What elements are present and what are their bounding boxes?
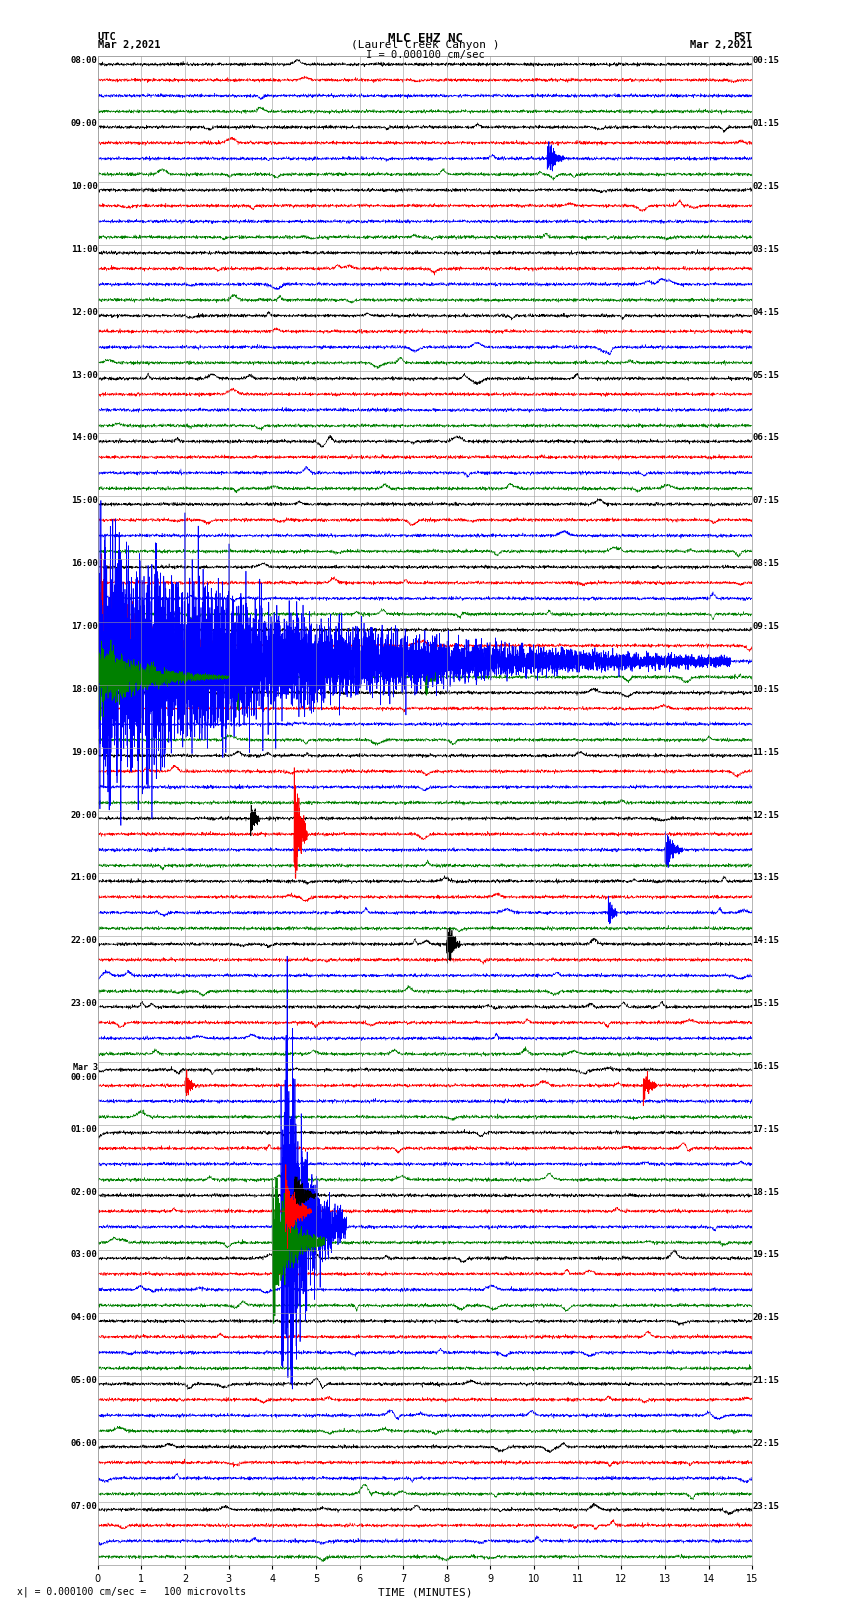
Text: 14:15: 14:15 [752,936,779,945]
Text: 12:00: 12:00 [71,308,98,316]
Text: 04:00: 04:00 [71,1313,98,1323]
Text: 09:00: 09:00 [71,119,98,129]
Text: 22:00: 22:00 [71,936,98,945]
Text: 07:15: 07:15 [752,497,779,505]
Text: 14:00: 14:00 [71,434,98,442]
Text: 01:15: 01:15 [752,119,779,129]
Text: 21:00: 21:00 [71,873,98,882]
Text: 23:15: 23:15 [752,1502,779,1511]
Text: MLC EHZ NC: MLC EHZ NC [388,32,462,45]
Text: 16:15: 16:15 [752,1061,779,1071]
Text: 02:15: 02:15 [752,182,779,190]
Text: 08:00: 08:00 [71,56,98,66]
Text: I = 0.000100 cm/sec: I = 0.000100 cm/sec [366,50,484,60]
Text: 15:00: 15:00 [71,497,98,505]
X-axis label: TIME (MINUTES): TIME (MINUTES) [377,1587,473,1598]
Text: 11:15: 11:15 [752,748,779,756]
Text: 04:15: 04:15 [752,308,779,316]
Text: 03:00: 03:00 [71,1250,98,1260]
Text: Mar 2,2021: Mar 2,2021 [98,40,161,50]
Text: 21:15: 21:15 [752,1376,779,1386]
Text: 10:00: 10:00 [71,182,98,190]
Text: 06:00: 06:00 [71,1439,98,1448]
Text: 09:15: 09:15 [752,623,779,631]
Text: 00:00: 00:00 [71,1073,98,1082]
Text: x| = 0.000100 cm/sec =   100 microvolts: x| = 0.000100 cm/sec = 100 microvolts [17,1586,246,1597]
Text: 10:15: 10:15 [752,686,779,694]
Text: 19:15: 19:15 [752,1250,779,1260]
Text: 01:00: 01:00 [71,1124,98,1134]
Text: 22:15: 22:15 [752,1439,779,1448]
Text: 13:15: 13:15 [752,873,779,882]
Text: 16:00: 16:00 [71,560,98,568]
Text: 17:15: 17:15 [752,1124,779,1134]
Text: 08:15: 08:15 [752,560,779,568]
Text: 18:00: 18:00 [71,686,98,694]
Text: UTC: UTC [98,32,116,42]
Text: 06:15: 06:15 [752,434,779,442]
Text: 23:00: 23:00 [71,998,98,1008]
Text: PST: PST [734,32,752,42]
Text: Mar 3: Mar 3 [73,1063,98,1073]
Text: 03:15: 03:15 [752,245,779,253]
Text: (Laurel Creek Canyon ): (Laurel Creek Canyon ) [351,40,499,50]
Text: 13:00: 13:00 [71,371,98,379]
Text: 02:00: 02:00 [71,1187,98,1197]
Text: 15:15: 15:15 [752,998,779,1008]
Text: 20:00: 20:00 [71,811,98,819]
Text: Mar 2,2021: Mar 2,2021 [689,40,752,50]
Text: 00:15: 00:15 [752,56,779,66]
Text: 18:15: 18:15 [752,1187,779,1197]
Text: 19:00: 19:00 [71,748,98,756]
Text: 17:00: 17:00 [71,623,98,631]
Text: 05:15: 05:15 [752,371,779,379]
Text: 20:15: 20:15 [752,1313,779,1323]
Text: 07:00: 07:00 [71,1502,98,1511]
Text: 05:00: 05:00 [71,1376,98,1386]
Text: 12:15: 12:15 [752,811,779,819]
Text: 11:00: 11:00 [71,245,98,253]
